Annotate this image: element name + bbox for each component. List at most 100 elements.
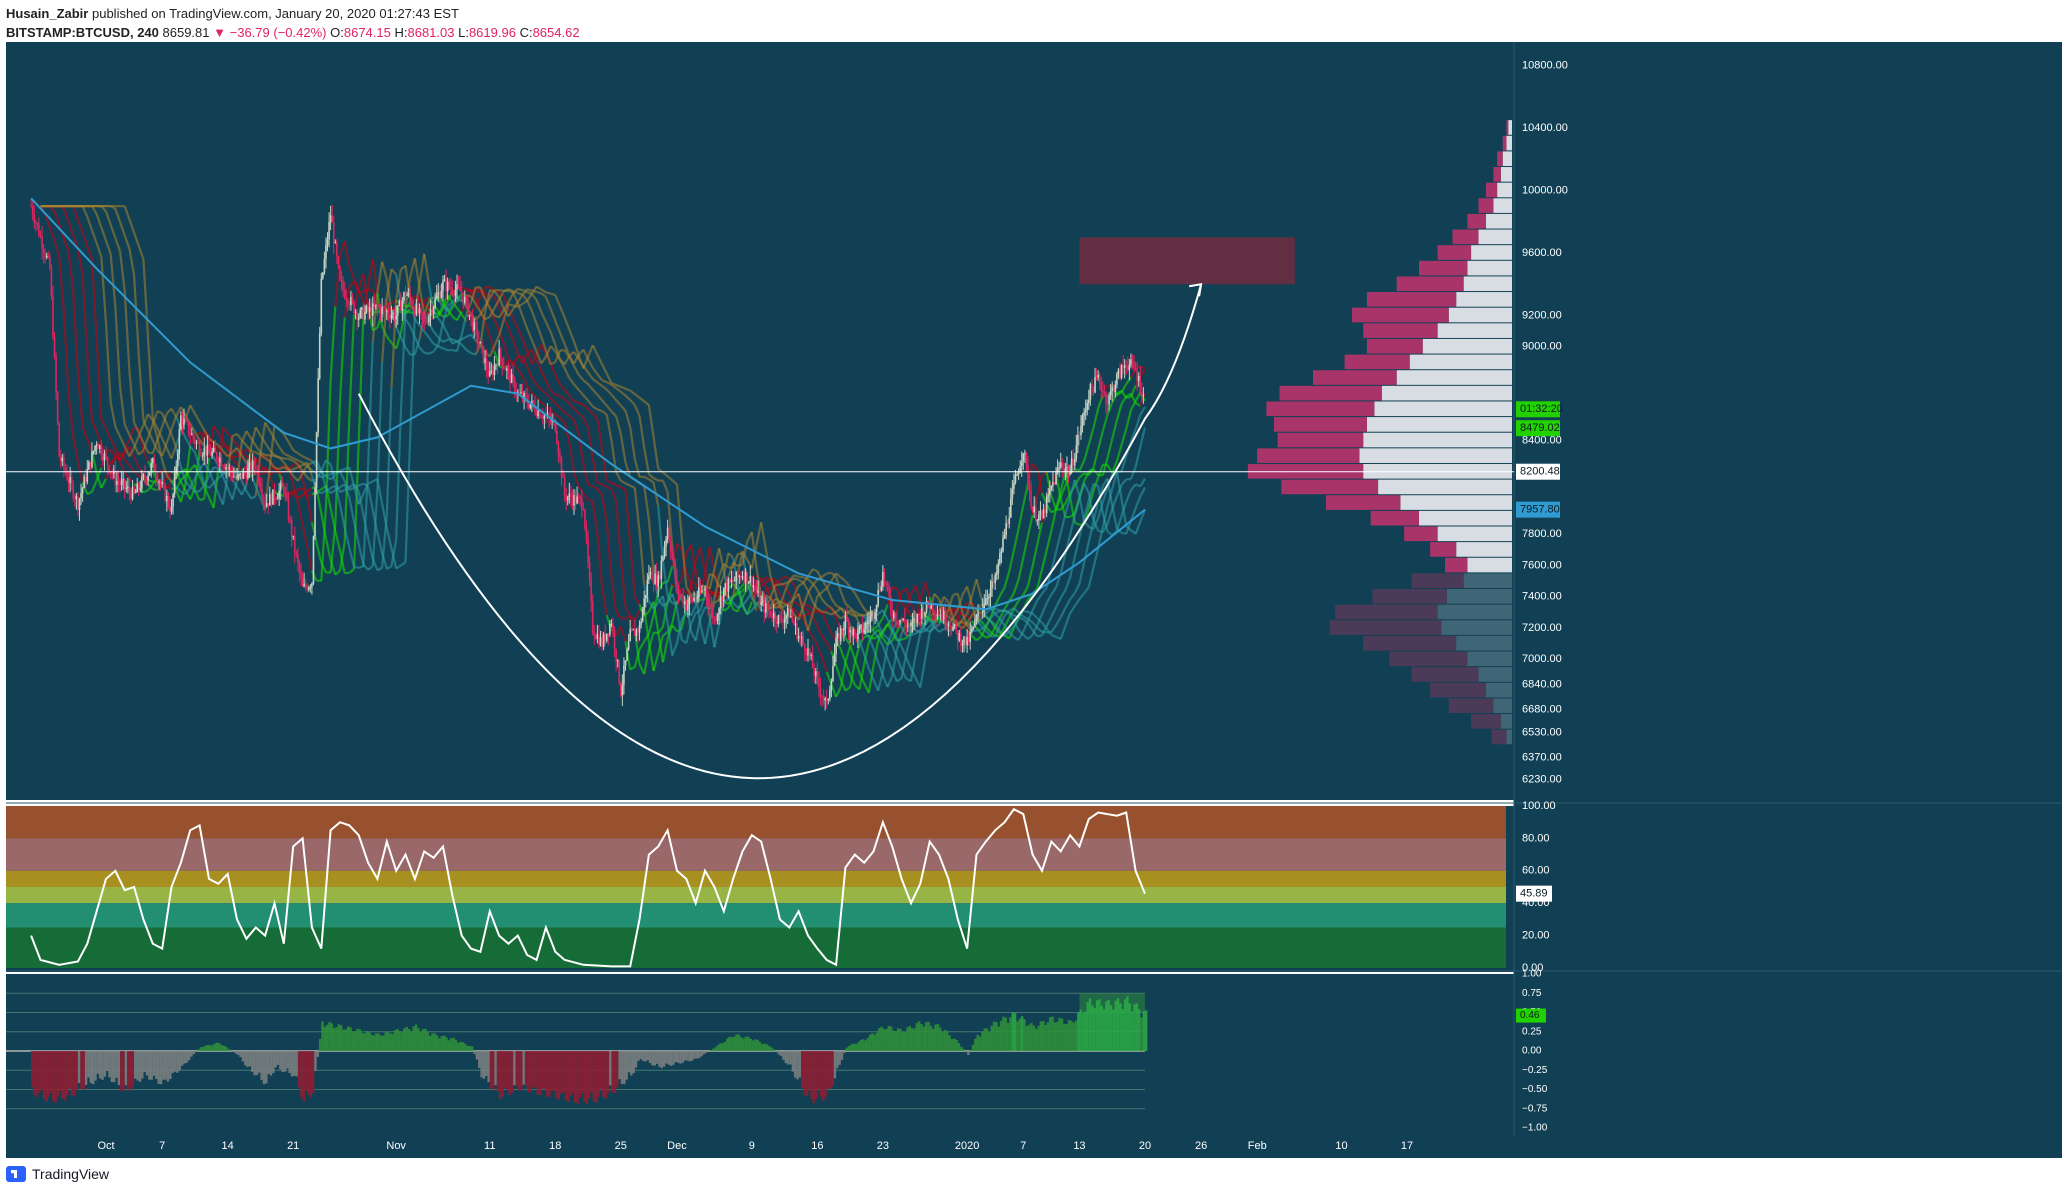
histogram-tick-label: 0.25 [1522,1026,1542,1037]
histogram-bar [789,1051,792,1065]
ribbon-segment [1008,592,1015,602]
ribbon-segment [123,205,131,220]
ribbon-segment [278,466,285,471]
candle-body [258,469,260,483]
ribbon-segment [1017,557,1025,580]
candle-body [33,214,36,223]
candle-body [409,293,411,300]
ribbon-segment [605,373,613,384]
candle-body [674,563,677,580]
candle-body [571,498,574,506]
histogram-bar [557,1051,561,1100]
ribbon-segment [582,394,589,402]
chart-canvas[interactable]: 10800.0010400.0010000.009600.009200.0090… [0,40,2062,1164]
ribbon-segment [212,456,220,467]
profile-up-bar [1478,667,1512,682]
ribbon-segment [863,654,870,670]
ribbon-segment [330,471,336,476]
ribbon-segment [451,299,458,304]
candle-body [254,466,257,469]
ribbon-segment [474,339,482,347]
histogram-bar [1037,1025,1040,1051]
ribbon-segment [779,605,786,610]
ribbon-segment [657,598,664,607]
candle-body [632,629,635,631]
histogram-bar [241,1051,245,1062]
ribbon-segment [441,294,449,306]
ribbon-segment [657,506,665,561]
ribbon-segment [418,253,426,283]
candle-body [236,475,238,478]
ribbon-segment [503,288,509,293]
ribbon-segment [1120,455,1128,473]
annotations[interactable] [357,237,1295,780]
candle-body [148,471,151,476]
ribbon-segment [671,593,679,609]
ribbon-segment [853,592,861,602]
ribbon-segment [835,617,842,630]
histogram-bar [473,1051,476,1055]
ribbon-segment [624,489,632,544]
ribbon-segment [652,602,660,610]
ribbon-segment [179,466,187,483]
ribbon-segment [592,377,599,384]
ribbon-segment [647,404,655,438]
ribbon-segment [1031,629,1039,638]
tradingview-logo-icon[interactable] [6,1166,26,1182]
candle-body [601,637,603,648]
candle-body [838,632,840,642]
ribbon-segment [208,482,215,489]
ribbon-segment [577,486,585,495]
candle-body [1130,359,1132,365]
ribbon-segment [489,286,496,291]
ribbon-segment [399,307,407,415]
candle-body [368,307,371,312]
ribbon-segment [652,436,660,470]
ribbon-segment [718,563,725,577]
author-name[interactable]: Husain_Zabir [6,6,89,21]
ribbon-segment [67,221,75,236]
histogram-bar [925,1022,928,1051]
ribbon-segment [806,613,814,632]
candle-body [768,609,770,611]
candle-body [705,588,708,598]
ribbon-segment [600,587,608,616]
histogram-bar [653,1051,656,1066]
histogram-bar [527,1051,530,1093]
histogram-bar [157,1051,160,1084]
ribbon-segment [194,489,200,493]
ribbon-segment [179,406,187,416]
histogram-bar [496,1051,500,1092]
candle-body [662,556,664,561]
candle-body [565,495,567,501]
ribbon-segment [147,338,154,419]
candle-body [743,576,745,582]
ribbon-segment [329,559,337,575]
histogram-bar [239,1051,242,1058]
ribbon-segment [109,402,117,427]
histogram-bar [435,1035,439,1051]
profile-up-bar [1463,276,1512,292]
candle-body [293,535,296,553]
candle-body [162,481,165,486]
ribbon-segment [348,568,355,574]
ribbon-segment [274,454,280,459]
profile-down-bar [1485,182,1498,198]
ribbon-segment [597,408,603,413]
ribbon-segment [325,459,332,466]
candle-body [228,467,231,469]
ribbon-segment [998,615,1006,626]
ribbon-segment [241,448,247,453]
ribbon-segment [175,489,182,503]
histogram-bar [379,1035,383,1051]
ribbon-segment [708,568,716,590]
ribbon-segment [572,471,580,488]
ribbon-segment [512,318,519,330]
candle-body [259,482,262,490]
time-tick-label: 7 [1020,1140,1026,1152]
ribbon-segment [424,351,430,355]
ribbon-segment [536,290,542,295]
histogram-bar [204,1045,207,1051]
profile-up-bar [1381,385,1512,401]
ribbon-segment [844,602,851,609]
